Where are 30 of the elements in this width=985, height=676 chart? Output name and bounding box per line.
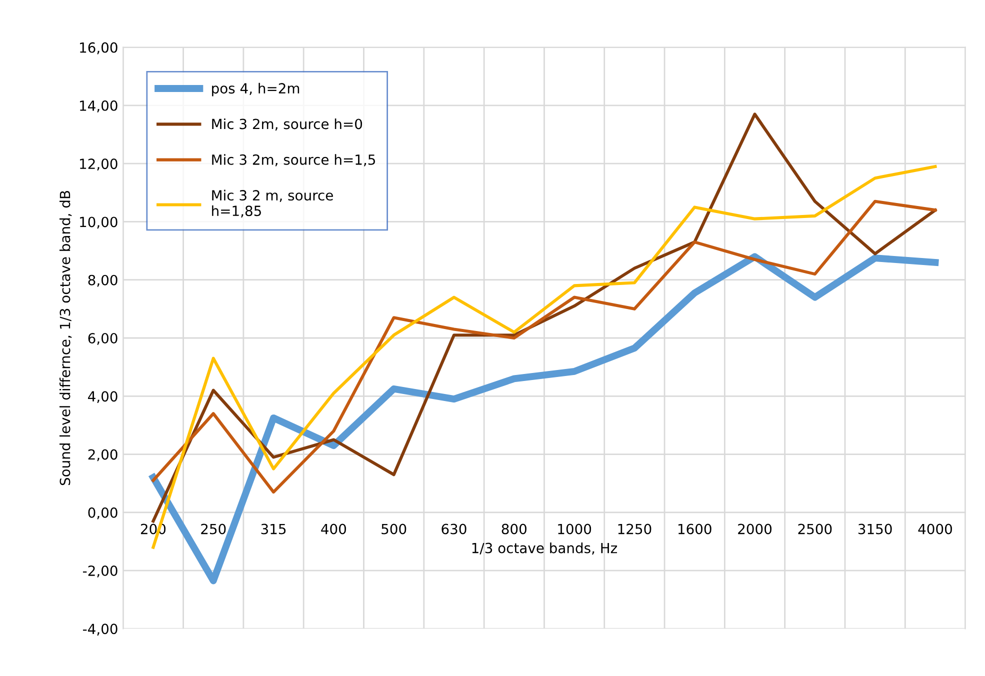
y-tick-label: 2,00 [88,449,118,462]
x-tick-label: 2000 [738,524,772,534]
x-tick-label: 1600 [678,524,712,534]
y-tick-label: 0,00 [88,507,118,520]
legend-label: Mic 3 2m, source h=0 [212,118,362,131]
y-tick-label: 8,00 [88,274,118,287]
y-tick-label: -4,00 [83,624,118,636]
y-tick-label: 6,00 [88,332,118,345]
x-tick-label: 1000 [558,524,592,534]
y-tick-label: -2,00 [83,566,118,578]
y-axis-title: Sound level differnce, 1/3 octave band, dB [60,190,72,486]
y-tick-label: 14,00 [80,100,118,112]
legend-label: Mic 3 2 m, source h=1,85 [212,190,333,218]
legend-label: Mic 3 2m, source h=1,5 [212,154,375,166]
x-tick-label: 630 [442,524,466,534]
y-tick-label: 16,00 [80,42,118,54]
x-tick-label: 2500 [798,524,832,534]
y-tick-label: 12,00 [80,158,118,170]
legend-label: pos 4, h=2m [212,82,300,96]
x-tick-label: 800 [502,524,526,534]
x-tick-label: 3150 [858,524,892,534]
y-tick-label: 4,00 [88,391,118,404]
x-tick-label: 315 [261,524,286,534]
y-tick-label: 10,00 [80,216,118,229]
x-tick-label: 1250 [618,524,652,534]
x-tick-label: 500 [382,524,406,534]
x-tick-label: 400 [321,524,346,534]
x-tick-label: 4000 [918,524,952,534]
x-axis-title: 1/3 octave bands, Hz [472,542,618,555]
x-tick-label: 250 [201,524,226,534]
